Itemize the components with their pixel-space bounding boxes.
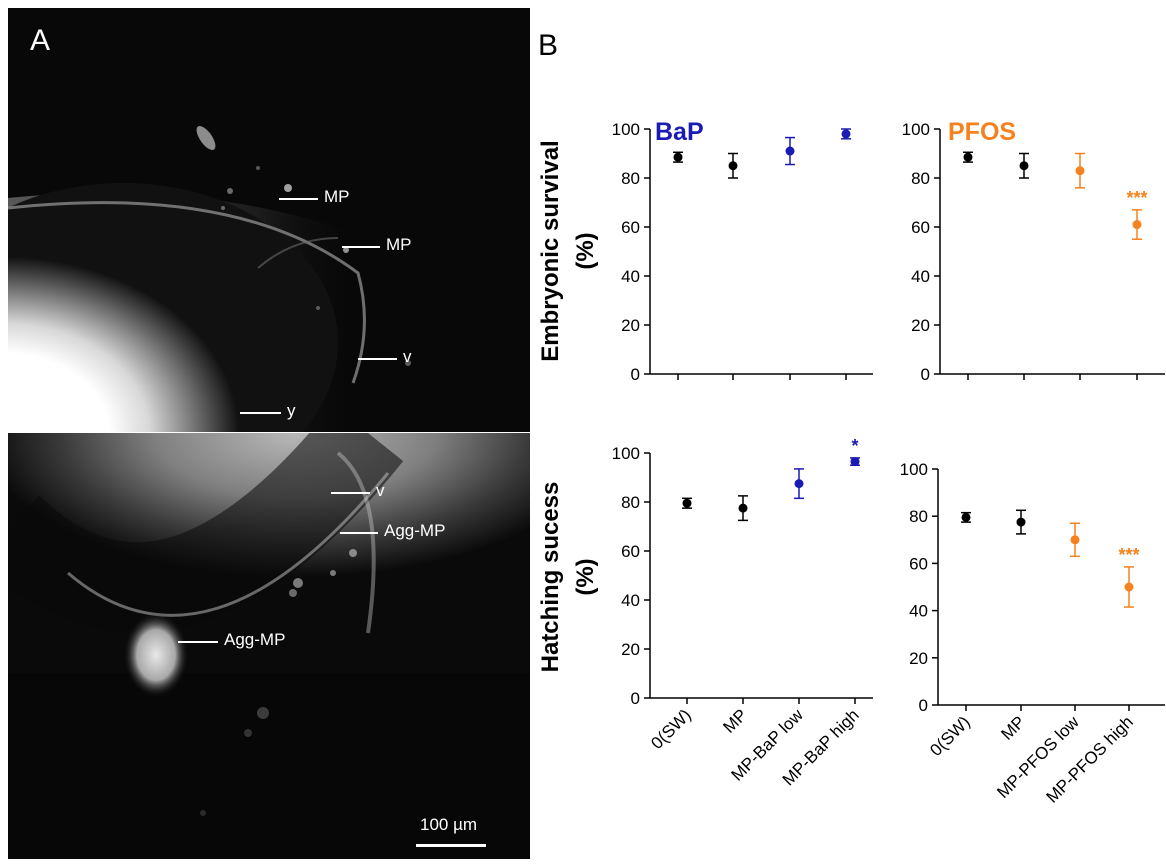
chart-2-y-tick-label: 0 bbox=[921, 365, 930, 384]
chart-4-significance: *** bbox=[1118, 545, 1139, 565]
chart-1-point bbox=[841, 129, 851, 139]
chart-2-y-tick-label: 60 bbox=[911, 218, 930, 237]
label-agg-mp-1-pointer bbox=[340, 532, 378, 534]
chart-2-point bbox=[1132, 220, 1142, 230]
chart-2-y-tick-label: 100 bbox=[902, 120, 930, 139]
chart-3-x-tick-label: MP bbox=[719, 705, 750, 736]
chart-4-y-tick-label: 0 bbox=[919, 696, 928, 715]
scale-bar bbox=[416, 844, 486, 847]
label-y-pointer bbox=[240, 412, 281, 414]
row-label-1-unit: (%) bbox=[572, 232, 599, 269]
label-v-bottom: v bbox=[376, 481, 385, 500]
label-v-top-pointer bbox=[358, 358, 397, 360]
chart-2-y-tick-label: 80 bbox=[911, 169, 930, 188]
chart-1-point bbox=[728, 161, 738, 171]
micrograph-top bbox=[8, 8, 530, 432]
chart-4-point bbox=[1016, 517, 1026, 527]
chart-3-y-tick-label: 40 bbox=[621, 591, 640, 610]
chart-4-y-tick-label: 40 bbox=[909, 602, 928, 621]
label-mp-2-pointer bbox=[342, 246, 380, 248]
label-agg-mp-1: Agg-MP bbox=[384, 521, 446, 540]
chart-4-x-tick-label: MP bbox=[997, 712, 1028, 743]
label-mp-1-pointer bbox=[279, 198, 318, 200]
label-mp-1: MP bbox=[324, 187, 350, 206]
chart-4-y-tick-label: 20 bbox=[909, 649, 928, 668]
label-v-bottom-pointer bbox=[331, 492, 370, 494]
chart-1-y-tick-label: 0 bbox=[631, 365, 640, 384]
label-agg-mp-2: Agg-MP bbox=[224, 630, 286, 649]
chart-1-y-tick-label: 60 bbox=[621, 218, 640, 237]
chart-1-y-tick-label: 40 bbox=[621, 267, 640, 286]
chart-1-y-tick-label: 20 bbox=[621, 316, 640, 335]
row-label-2: Hatching sucess bbox=[537, 482, 564, 673]
label-mp-2: MP bbox=[386, 235, 412, 254]
chart-4-point bbox=[1124, 582, 1134, 592]
chart-2-point bbox=[1019, 161, 1029, 171]
scale-bar-label: 100 µm bbox=[420, 815, 478, 834]
chart-2-point bbox=[1075, 166, 1085, 176]
chart-4-y-tick-label: 80 bbox=[909, 507, 928, 526]
chart-3-point bbox=[738, 503, 748, 513]
chart-4-x-tick-label: 0(SW) bbox=[926, 712, 973, 759]
chart-2-y-tick-label: 40 bbox=[911, 267, 930, 286]
chart-3-y-tick-label: 100 bbox=[612, 444, 640, 463]
panel-a-letter: A bbox=[30, 24, 51, 57]
chart-3-point bbox=[794, 479, 804, 489]
label-agg-mp-2-pointer bbox=[178, 641, 218, 643]
chart-2-significance: *** bbox=[1126, 188, 1147, 208]
chart-3-point bbox=[850, 457, 860, 467]
chart-2-y-tick-label: 20 bbox=[911, 316, 930, 335]
row-label-2-unit: (%) bbox=[572, 558, 599, 595]
micrograph-bottom bbox=[8, 433, 530, 859]
chart-4-y-tick-label: 100 bbox=[900, 460, 928, 479]
chart-3-x-tick-label: 0(SW) bbox=[647, 705, 694, 752]
chart-2-title: PFOS bbox=[948, 118, 1016, 146]
chart-3-significance: * bbox=[851, 436, 858, 456]
chart-1-point bbox=[785, 146, 795, 156]
chart-4-y-tick-label: 60 bbox=[909, 554, 928, 573]
label-y: y bbox=[287, 401, 296, 420]
chart-1-point bbox=[673, 152, 683, 162]
panel-b-letter: B bbox=[538, 29, 558, 62]
chart-3-y-tick-label: 60 bbox=[621, 542, 640, 561]
label-v-top: v bbox=[403, 347, 412, 366]
chart-4-point bbox=[961, 512, 971, 522]
chart-1-y-tick-label: 80 bbox=[621, 169, 640, 188]
row-label-1: Embryonic survival bbox=[537, 140, 564, 361]
chart-3-point bbox=[682, 498, 692, 508]
chart-3-y-tick-label: 20 bbox=[621, 640, 640, 659]
chart-3-y-tick-label: 80 bbox=[621, 493, 640, 512]
chart-4-point bbox=[1070, 535, 1080, 545]
chart-1-title: BaP bbox=[655, 118, 704, 146]
chart-2-point bbox=[963, 152, 973, 162]
chart-3-y-tick-label: 0 bbox=[631, 689, 640, 708]
chart-1-y-tick-label: 100 bbox=[612, 120, 640, 139]
